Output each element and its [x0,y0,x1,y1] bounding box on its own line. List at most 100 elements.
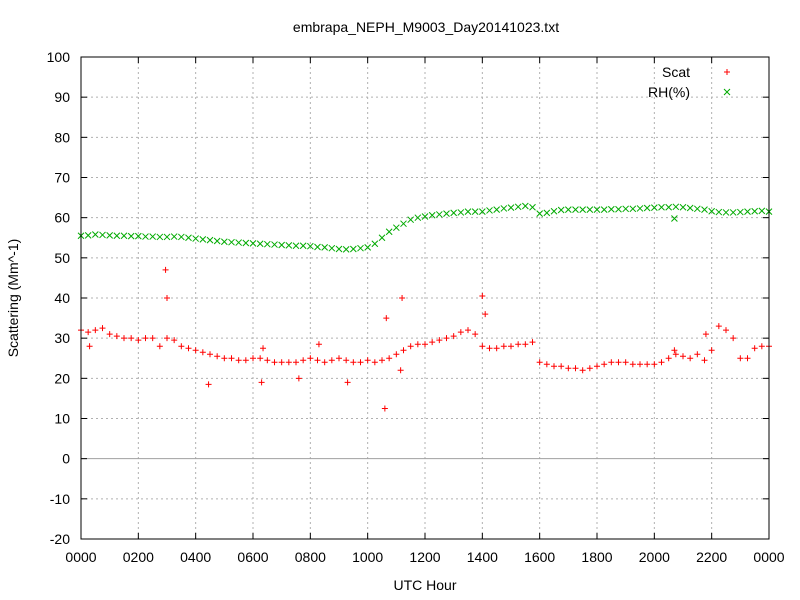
scat-point [192,347,199,354]
scat-point [121,335,127,342]
rh-point [99,231,106,239]
scat-point [315,341,322,348]
rh-point [177,233,185,241]
scat-point [162,266,169,273]
series-rh-points [77,202,773,253]
x-tick-label: 0800 [295,549,326,565]
rh-point [306,242,314,250]
scat-point [371,359,378,366]
rh-point [464,208,472,215]
scat-point [665,355,672,362]
rh-point [256,240,264,248]
scat-point [295,375,302,382]
scat-point [472,331,479,338]
scat-point [737,355,744,362]
scat-point [758,343,765,350]
scat-point [328,357,335,364]
rh-point [428,211,436,219]
rh-point [263,240,271,248]
scat-point [293,359,299,366]
y-tick-label: 60 [54,210,70,226]
x-tick-labels: 0000 0200 0400 0600 0800 1000 1200 1400 1600 1800… [65,549,784,565]
rh-point [615,205,622,213]
scat-point [708,347,715,354]
scat-point [658,359,665,366]
rh-point [671,215,678,222]
rh-point [572,206,579,213]
scat-point [85,329,92,336]
scat-point [558,363,565,370]
scat-point [86,343,93,350]
scat-point [744,355,751,362]
y-tick-label: -10 [50,491,70,507]
rh-point [292,242,300,250]
x-tick-label: 0200 [123,549,154,565]
scat-point [164,295,170,301]
scat-point [258,379,265,386]
scat-point [285,359,292,366]
scat-point [92,327,99,334]
y-tick-label: 90 [54,89,70,105]
legend-label: Scat [662,64,690,80]
scat-point [694,351,701,358]
rh-point [529,203,536,211]
scat-point [364,357,371,364]
scat-point [680,353,686,360]
rh-point [392,224,400,232]
y-axis-title: Scattering (Mm^-1) [5,239,21,358]
scat-point [314,357,321,364]
scat-point [250,355,256,362]
x-axis-title: UTC Hour [393,577,456,593]
rh-point [435,211,443,218]
scat-point [586,365,593,372]
scat-point [379,357,385,364]
rh-point [564,206,572,213]
scat-point [551,363,557,370]
rh-point [715,208,723,216]
grid-lines [81,57,769,539]
chart-title: embrapa_NEPH_M9003_Day20141023.txt [293,19,559,35]
rh-point [199,236,207,243]
scat-point [106,331,113,338]
rh-point [235,239,243,246]
legend: Scat RH(%) [648,64,731,100]
scat-point [486,345,493,352]
y-tick-label: 80 [54,129,70,145]
scat-point [142,335,149,342]
scat-point [493,345,500,352]
scat-point [336,355,342,362]
scat-point [500,343,507,350]
rh-point [134,232,142,240]
scat-point [687,355,694,362]
rh-point [622,205,630,213]
rh-point [471,208,479,215]
rh-point [607,205,615,213]
scat-point [457,329,464,336]
rh-point [206,236,214,244]
y-tick-label: 30 [54,330,70,346]
y-tick-label: 50 [54,250,70,266]
rh-point [579,206,587,213]
rh-point [758,207,766,215]
scat-point [205,381,212,388]
rh-point [729,209,737,216]
y-tick-label: 70 [54,170,70,186]
scat-point [357,359,364,366]
rh-point [507,204,515,211]
scat-point [264,357,271,364]
x-tick-label: 0400 [180,549,211,565]
rh-point [120,232,128,240]
scat-point [221,355,228,362]
rh-point [658,203,665,211]
rh-point [421,213,429,220]
x-tick-label: 1800 [581,549,612,565]
rh-point [407,216,415,224]
scat-point [397,367,404,374]
rh-point [543,209,551,217]
rh-point [414,214,422,222]
rh-point [493,206,501,213]
scat-point [622,359,629,366]
rh-point [249,240,257,247]
rh-point [693,205,701,213]
rh-point [149,233,157,240]
